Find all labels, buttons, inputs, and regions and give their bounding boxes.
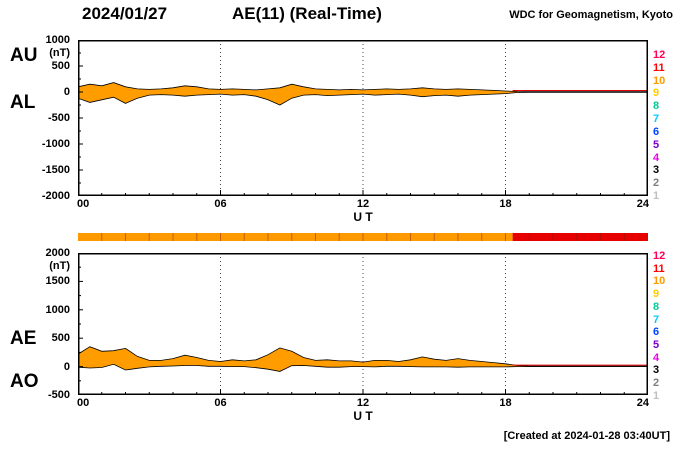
legend-station-count-8: 8 — [653, 100, 660, 113]
legend-station-count-3: 3 — [653, 164, 660, 177]
legend-station-count-9: 9 — [653, 87, 660, 100]
y-tick-label: 1000 — [45, 34, 70, 46]
y-axis-labels-top: 1000 500 0 -500 -1000 -1500 -2000 (nT) — [0, 34, 74, 202]
x-tick-label: 00 — [77, 198, 90, 210]
x-tick-label: 24 — [636, 397, 649, 409]
y-tick-label: 500 — [51, 60, 70, 72]
y-tick-label: 0 — [63, 360, 70, 373]
x-tick-label: 18 — [499, 397, 512, 409]
legend-station-count-1: 1 — [653, 389, 660, 402]
ao-index-label: AO — [10, 371, 39, 392]
station-bar-segment — [78, 233, 513, 241]
x-tick-label: 06 — [214, 397, 227, 409]
ae-index-label: AE — [10, 328, 37, 349]
x-tick-label: 18 — [499, 198, 512, 210]
x-tick-label: 12 — [356, 198, 370, 210]
x-axis-labels-bottom: 00 06 12 18 24 — [77, 397, 649, 409]
ut-axis-label-bottom: U T — [353, 409, 373, 423]
ut-axis-label-top: U T — [353, 210, 373, 224]
created-timestamp: [Created at 2024-01-28 03:40UT] — [503, 430, 670, 442]
station-count-legend-top: 12 11 10 9 8 7 6 5 4 3 2 1 — [653, 50, 673, 202]
y-tick-label: 1000 — [45, 303, 70, 316]
legend-station-count-12: 12 — [653, 250, 666, 262]
y-tick-label: 0 — [63, 86, 70, 98]
x-tick-label: 12 — [356, 397, 370, 409]
ae-ao-chart — [78, 253, 648, 395]
legend-station-count-2: 2 — [653, 177, 660, 190]
y-tick-label: -500 — [47, 389, 70, 401]
legend-station-count-5: 5 — [653, 138, 660, 151]
au-index-label: AU — [10, 45, 38, 66]
y-axis-unit: (nT) — [49, 260, 70, 272]
au-al-chart — [78, 40, 648, 196]
plot-frame — [78, 253, 648, 395]
legend-station-count-1: 1 — [653, 189, 660, 202]
legend-station-count-10: 10 — [653, 275, 666, 288]
AU-trace — [78, 82, 648, 93]
legend-station-count-4: 4 — [653, 351, 660, 364]
legend-station-count-4: 4 — [653, 151, 660, 164]
legend-station-count-5: 5 — [653, 339, 660, 352]
plot-frame — [78, 40, 648, 196]
legend-station-count-8: 8 — [653, 300, 660, 313]
data-source: WDC for Geomagnetism, Kyoto — [509, 9, 673, 21]
legend-station-count-12: 12 — [653, 49, 666, 61]
y-tick-label: -2000 — [41, 190, 70, 202]
y-tick-label: -1500 — [41, 164, 70, 176]
y-axis-unit: (nT) — [49, 47, 70, 59]
al-index-label: AL — [10, 92, 36, 113]
legend-station-count-2: 2 — [653, 377, 660, 390]
legend-station-count-6: 6 — [653, 125, 660, 138]
AE-trace — [78, 346, 648, 367]
station-bar-segment — [512, 233, 648, 241]
y-tick-label: 1500 — [45, 275, 70, 288]
x-tick-label: 00 — [77, 397, 90, 409]
legend-station-count-7: 7 — [653, 113, 660, 126]
y-axis-labels-bottom: 2000 1500 1000 500 0 -500 (nT) — [0, 247, 74, 401]
y-tick-label: -500 — [47, 112, 70, 124]
AO-trace — [78, 363, 648, 372]
y-tick-label: 500 — [51, 332, 70, 345]
y-tick-label: -1000 — [41, 138, 70, 150]
x-axis-labels-top: 00 06 12 18 24 — [77, 198, 649, 210]
legend-station-count-11: 11 — [653, 262, 665, 275]
page-title: AE(11) (Real-Time) — [232, 4, 382, 23]
x-tick-label: 06 — [214, 198, 227, 210]
plot-date: 2024/01/27 — [82, 4, 168, 23]
x-tick-label: 24 — [636, 198, 649, 210]
y-tick-label: 2000 — [45, 247, 70, 259]
legend-station-count-10: 10 — [653, 74, 666, 87]
AE-AO-area — [78, 346, 648, 372]
station-count-legend-bottom: 12 11 10 9 8 7 6 5 4 3 2 1 — [653, 251, 673, 402]
legend-station-count-3: 3 — [653, 364, 660, 377]
legend-station-count-11: 11 — [653, 61, 665, 74]
legend-station-count-9: 9 — [653, 288, 660, 301]
legend-station-count-6: 6 — [653, 326, 660, 339]
AL-trace — [78, 91, 648, 106]
legend-station-count-7: 7 — [653, 313, 660, 326]
station-count-bar — [78, 233, 648, 241]
